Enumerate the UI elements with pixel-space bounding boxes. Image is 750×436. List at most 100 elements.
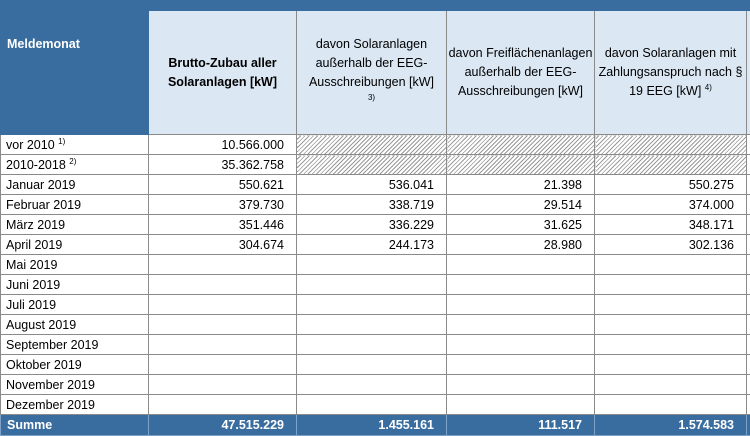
row-edge <box>747 375 750 395</box>
cell-gross-addition <box>149 335 297 355</box>
row-month-label: August 2019 <box>1 315 149 335</box>
row-edge <box>747 295 750 315</box>
cell-ground-mounted <box>447 155 595 175</box>
cell-ground-mounted: 28.980 <box>447 235 595 255</box>
cell-outside-tenders <box>297 335 447 355</box>
cell-payment-claim <box>595 355 747 375</box>
cell-payment-claim: 550.275 <box>595 175 747 195</box>
row-edge <box>747 175 750 195</box>
header-payment-claim: davon Solaranlagen mit Zahlungsanspruch … <box>595 11 747 135</box>
row-month-label: Mai 2019 <box>1 255 149 275</box>
cell-gross-addition: 379.730 <box>149 195 297 215</box>
cell-ground-mounted <box>447 355 595 375</box>
cell-payment-claim <box>595 295 747 315</box>
table-top-band <box>1 0 750 11</box>
cell-ground-mounted <box>447 255 595 275</box>
row-month-text: Juni 2019 <box>6 278 60 292</box>
header-gross-addition-label: Brutto-Zubau aller Solaranlagen [kW] <box>168 56 277 89</box>
row-edge <box>747 195 750 215</box>
cell-gross-addition <box>149 295 297 315</box>
cell-outside-tenders: 244.173 <box>297 235 447 255</box>
cell-gross-addition: 550.621 <box>149 175 297 195</box>
row-month-text: Oktober 2019 <box>6 358 82 372</box>
row-edge <box>747 155 750 175</box>
row-month-text: März 2019 <box>6 218 65 232</box>
footnote-4-marker: 4) <box>705 83 712 92</box>
row-month-label: Juni 2019 <box>1 275 149 295</box>
cell-ground-mounted <box>447 375 595 395</box>
row-month-label: Dezember 2019 <box>1 395 149 415</box>
row-month-label: Januar 2019 <box>1 175 149 195</box>
row-month-text: Juli 2019 <box>6 298 56 312</box>
cell-gross-addition: 304.674 <box>149 235 297 255</box>
cell-gross-addition <box>149 355 297 375</box>
row-month-label: September 2019 <box>1 335 149 355</box>
row-month-text: Mai 2019 <box>6 258 57 272</box>
table-row: September 2019 <box>1 335 750 355</box>
header-ground-mounted-label: davon Freiflächenanlagen außerhalb der E… <box>449 46 593 98</box>
cell-outside-tenders <box>297 355 447 375</box>
cell-ground-mounted <box>447 315 595 335</box>
cell-ground-mounted: 31.625 <box>447 215 595 235</box>
cell-ground-mounted <box>447 135 595 155</box>
cell-outside-tenders: 338.719 <box>297 195 447 215</box>
row-footnote-marker: 2) <box>69 157 76 166</box>
row-month-label: Februar 2019 <box>1 195 149 215</box>
row-month-text: April 2019 <box>6 238 62 252</box>
cell-gross-addition: 10.566.000 <box>149 135 297 155</box>
cell-payment-claim <box>595 135 747 155</box>
summary-edge <box>747 415 750 436</box>
summary-label: Summe <box>1 415 149 436</box>
cell-outside-tenders <box>297 295 447 315</box>
top-band-cell <box>595 0 747 11</box>
row-month-text: September 2019 <box>6 338 98 352</box>
row-edge <box>747 135 750 155</box>
header-gross-addition: Brutto-Zubau aller Solaranlagen [kW] <box>149 11 297 135</box>
cell-gross-addition <box>149 275 297 295</box>
cell-outside-tenders: 536.041 <box>297 175 447 195</box>
header-ground-mounted: davon Freiflächenanlagen außerhalb der E… <box>447 11 595 135</box>
row-edge <box>747 235 750 255</box>
cell-payment-claim <box>595 395 747 415</box>
cell-gross-addition: 35.362.758 <box>149 155 297 175</box>
cell-outside-tenders <box>297 255 447 275</box>
row-month-label: November 2019 <box>1 375 149 395</box>
row-month-label: Oktober 2019 <box>1 355 149 375</box>
header-outside-tenders: davon Solaranlagen außerhalb der EEG-Aus… <box>297 11 447 135</box>
cell-outside-tenders <box>297 315 447 335</box>
cell-outside-tenders <box>297 275 447 295</box>
row-month-label: April 2019 <box>1 235 149 255</box>
header-edge <box>747 11 750 135</box>
header-row: Meldemonat Brutto-Zubau aller Solaranlag… <box>1 11 750 135</box>
row-month-text: Februar 2019 <box>6 198 81 212</box>
cell-outside-tenders <box>297 155 447 175</box>
row-month-text: 2010-2018 <box>6 158 66 172</box>
row-month-label: März 2019 <box>1 215 149 235</box>
table-row: Juni 2019 <box>1 275 750 295</box>
header-payment-claim-label: davon Solaranlagen mit Zahlungsanspruch … <box>599 46 743 98</box>
cell-gross-addition <box>149 395 297 415</box>
row-edge <box>747 275 750 295</box>
cell-gross-addition <box>149 375 297 395</box>
row-edge <box>747 355 750 375</box>
top-band-cell <box>447 0 595 11</box>
cell-ground-mounted: 29.514 <box>447 195 595 215</box>
cell-payment-claim <box>595 375 747 395</box>
summary-outside-tenders: 1.455.161 <box>297 415 447 436</box>
row-month-text: Dezember 2019 <box>6 398 95 412</box>
row-edge <box>747 315 750 335</box>
row-month-text: vor 2010 <box>6 138 55 152</box>
cell-ground-mounted: 21.398 <box>447 175 595 195</box>
table-row: November 2019 <box>1 375 750 395</box>
table-row: vor 2010 1)10.566.000 <box>1 135 750 155</box>
row-month-text: November 2019 <box>6 378 95 392</box>
cell-payment-claim <box>595 335 747 355</box>
row-edge <box>747 215 750 235</box>
footnote-3-marker: 3) <box>368 92 375 101</box>
summary-ground-mounted: 111.517 <box>447 415 595 436</box>
top-band-cell <box>1 0 149 11</box>
